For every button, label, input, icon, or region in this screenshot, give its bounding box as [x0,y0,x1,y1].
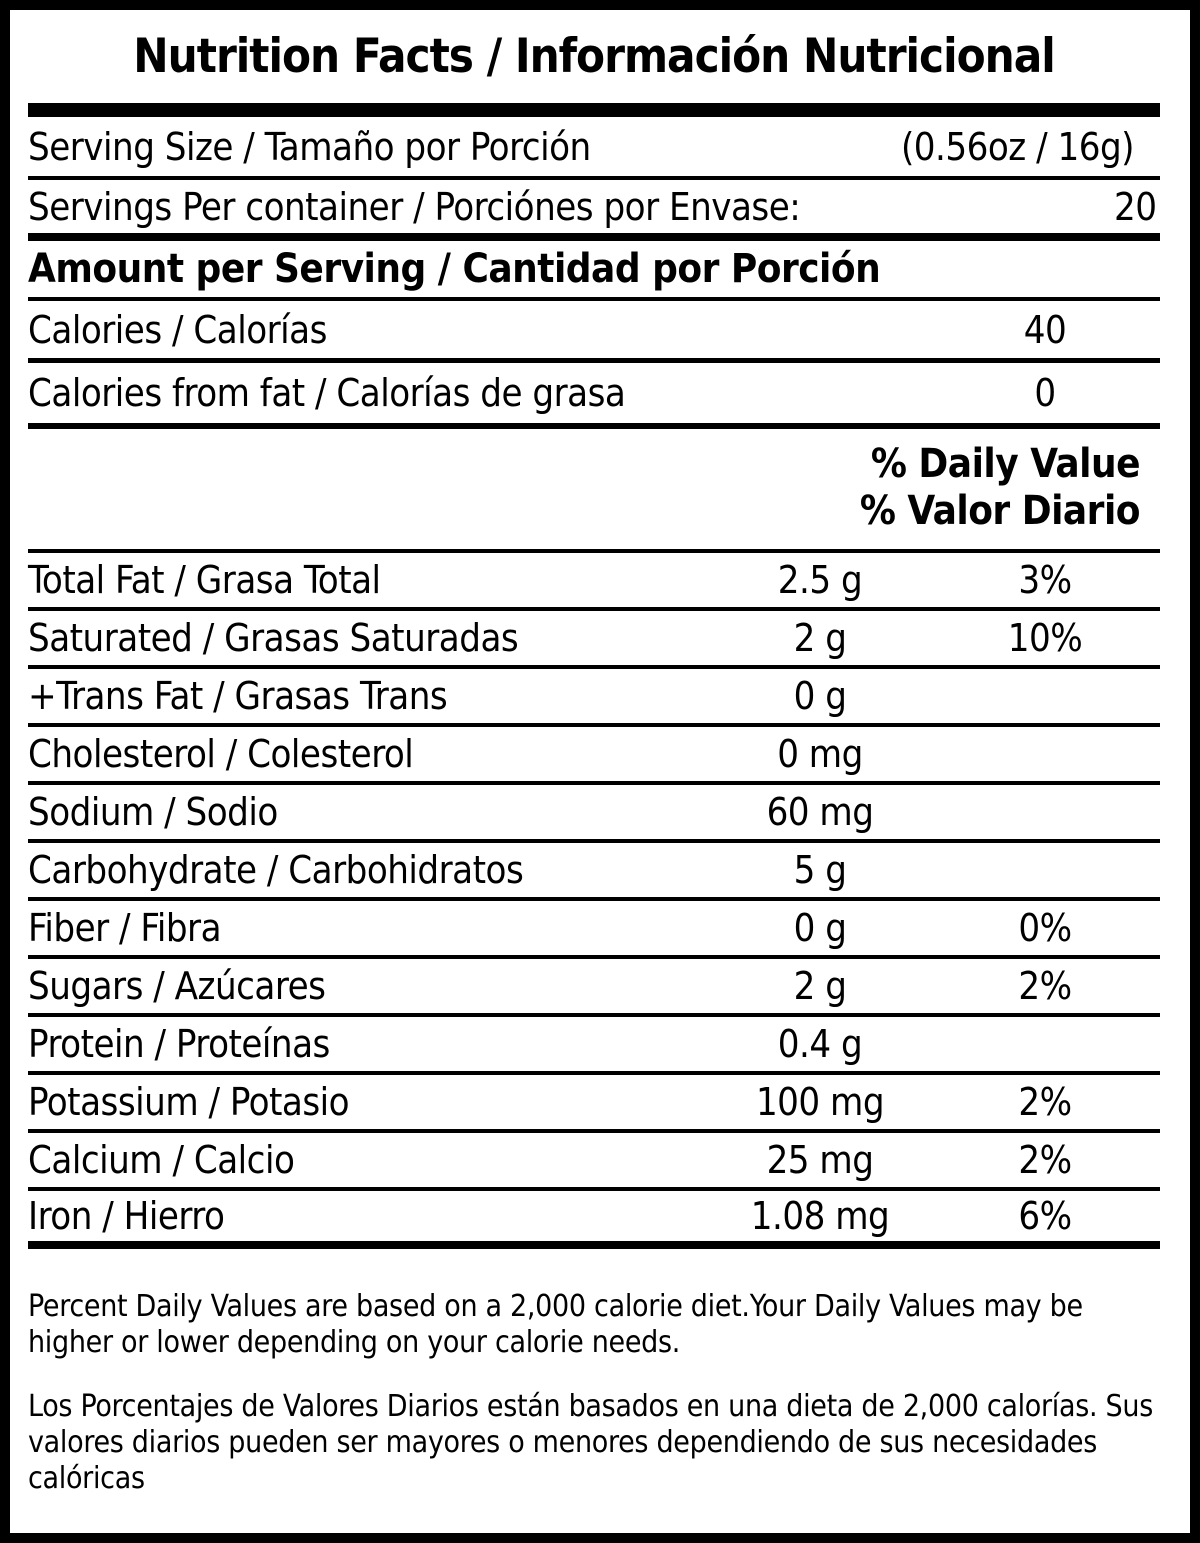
daily-value-header: % Daily Value % Valor Diario [28,429,1160,553]
servings-per-container-label: Servings Per container / Porciónes por E… [28,184,801,229]
serving-size-label: Serving Size / Tamaño por Porción [28,124,591,169]
nutrient-label: Calcium / Calcio [28,1138,295,1182]
nutrient-daily-value: 6% [1018,1194,1072,1238]
nutrient-label: Carbohydrate / Carbohidratos [28,848,524,892]
nutrient-amount: 0.4 g [777,1022,863,1066]
calories-from-fat-value: 0 [1034,371,1056,415]
nutrient-row-carbohydrate: Carbohydrate / Carbohidratos 5 g [28,843,1160,901]
nutrient-daily-value: 2% [1018,964,1072,1008]
nutrient-label: Sugars / Azúcares [28,964,326,1008]
nutrient-label: +Trans Fat / Grasas Trans [28,674,448,718]
servings-per-container-value: 20 [1114,184,1157,229]
nutrient-row-calcium: Calcium / Calcio 25 mg 2% [28,1133,1160,1191]
nutrient-amount: 0 mg [777,732,863,776]
amount-per-serving-header-row: Amount per Serving / Cantidad por Porció… [28,241,1160,301]
nutrient-row-saturated-fat: Saturated / Grasas Saturadas 2 g 10% [28,611,1160,669]
footnote-spanish: Los Porcentajes de Valores Diarios están… [28,1389,1153,1496]
label-title: Nutrition Facts / Información Nutriciona… [133,29,1056,84]
daily-value-header-en: % Daily Value [870,441,1141,487]
nutrient-row-sugars: Sugars / Azúcares 2 g 2% [28,959,1160,1017]
nutrient-row-protein: Protein / Proteínas 0.4 g [28,1017,1160,1075]
nutrient-amount: 2.5 g [777,558,863,602]
nutrient-label: Fiber / Fibra [28,906,222,950]
nutrient-amount: 100 mg [755,1080,885,1124]
nutrient-row-potassium: Potassium / Potasio 100 mg 2% [28,1075,1160,1133]
nutrient-amount: 1.08 mg [750,1194,890,1238]
footnotes: Percent Daily Values are based on a 2,00… [28,1249,1160,1497]
nutrient-label: Potassium / Potasio [28,1080,350,1124]
calories-row: Calories / Calorías 40 [28,301,1160,363]
nutrient-daily-value: 2% [1018,1138,1072,1182]
calories-from-fat-row: Calories from fat / Calorías de grasa 0 [28,363,1160,429]
label-title-row: Nutrition Facts / Información Nutriciona… [28,10,1160,103]
footnote-english: Percent Daily Values are based on a 2,00… [28,1289,1083,1360]
nutrient-row-iron: Iron / Hierro 1.08 mg 6% [28,1191,1160,1249]
nutrient-daily-value: 10% [1007,616,1083,660]
nutrient-row-cholesterol: Cholesterol / Colesterol 0 mg [28,727,1160,785]
nutrient-daily-value: 2% [1018,1080,1072,1124]
serving-size-value: (0.56oz / 16g) [900,124,1135,169]
nutrient-amount: 5 g [793,848,847,892]
serving-size-row: Serving Size / Tamaño por Porción (0.56o… [28,117,1160,180]
nutrient-amount: 2 g [793,964,847,1008]
nutrient-row-sodium: Sodium / Sodio 60 mg [28,785,1160,843]
nutrient-label: Total Fat / Grasa Total [28,558,381,602]
nutrient-label: Saturated / Grasas Saturadas [28,616,519,660]
nutrient-label: Cholesterol / Colesterol [28,732,414,776]
nutrient-row-fiber: Fiber / Fibra 0 g 0% [28,901,1160,959]
servings-per-container-row: Servings Per container / Porciónes por E… [28,180,1160,241]
title-divider-bar [28,103,1160,117]
nutrient-amount: 0 g [793,674,847,718]
label-content: Nutrition Facts / Información Nutriciona… [10,10,1190,1497]
amount-per-serving-header: Amount per Serving / Cantidad por Porció… [28,246,881,292]
nutrient-amount: 2 g [793,616,847,660]
nutrient-amount: 25 mg [766,1138,874,1182]
nutrient-amount: 60 mg [766,790,874,834]
nutrient-row-total-fat: Total Fat / Grasa Total 2.5 g 3% [28,553,1160,611]
daily-value-header-es: % Valor Diario [859,488,1141,534]
nutrient-row-trans-fat: +Trans Fat / Grasas Trans 0 g [28,669,1160,727]
nutrient-label: Sodium / Sodio [28,790,278,834]
calories-from-fat-label: Calories from fat / Calorías de grasa [28,371,626,415]
calories-label: Calories / Calorías [28,307,327,352]
calories-value: 40 [1023,307,1067,352]
nutrient-label: Iron / Hierro [28,1194,225,1238]
nutrient-amount: 0 g [793,906,847,950]
nutrient-daily-value: 0% [1018,906,1072,950]
nutrient-label: Protein / Proteínas [28,1022,330,1066]
nutrient-daily-value: 3% [1018,558,1072,602]
